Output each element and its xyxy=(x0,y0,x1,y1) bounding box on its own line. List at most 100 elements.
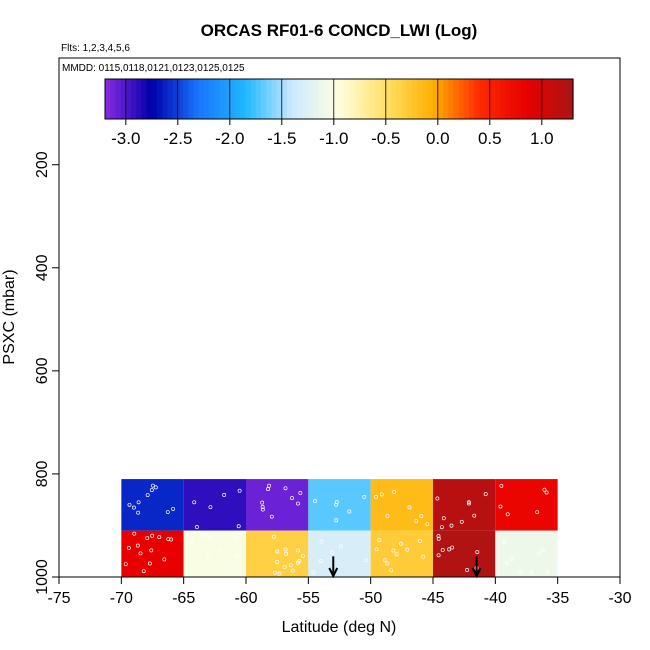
sample-marker xyxy=(535,510,540,515)
x-tick-label: -40 xyxy=(484,590,507,607)
sample-marker xyxy=(205,534,210,539)
sample-marker xyxy=(374,547,379,552)
sample-marker xyxy=(421,554,426,559)
sample-marker xyxy=(275,560,279,564)
sample-marker xyxy=(414,519,419,524)
sample-marker xyxy=(271,534,276,539)
sample-marker xyxy=(435,496,440,501)
sample-marker xyxy=(419,514,424,519)
sample-marker xyxy=(149,548,154,553)
colorbar-segment xyxy=(224,79,231,119)
sample-marker xyxy=(502,540,506,545)
colorbar-segment xyxy=(411,79,418,119)
sample-marker xyxy=(389,568,394,573)
cells-layer xyxy=(121,479,558,577)
sample-marker xyxy=(290,568,295,573)
sample-marker xyxy=(499,483,504,488)
colorbar-segment xyxy=(125,79,132,119)
colorbar-segment xyxy=(313,79,319,119)
colorbar-segment xyxy=(162,79,168,119)
sample-marker xyxy=(150,533,155,538)
colorbar-segment xyxy=(281,79,288,119)
colorbar-segment xyxy=(495,79,501,119)
sample-marker xyxy=(296,548,301,553)
colorbar-segment xyxy=(432,79,439,119)
sample-marker xyxy=(194,525,199,529)
heatmap-cell xyxy=(495,530,558,577)
sample-marker xyxy=(295,560,300,565)
colorbar-tick-label: -2.0 xyxy=(215,129,244,148)
heatmap-cell xyxy=(433,530,496,577)
colorbar-segment xyxy=(401,79,408,119)
sample-marker xyxy=(537,551,542,556)
heatmap-cell xyxy=(308,479,371,531)
colorbar-segment xyxy=(474,79,480,119)
colorbar-segment xyxy=(489,79,496,119)
colorbar-tick-label: -3.0 xyxy=(111,129,140,148)
colorbar-segment xyxy=(167,79,174,119)
colorbar-segment xyxy=(505,79,512,119)
sample-marker xyxy=(145,493,150,497)
sample-marker xyxy=(171,506,176,511)
colorbar-segment xyxy=(110,79,116,119)
colorbar-segment xyxy=(510,79,517,119)
colorbar-segment xyxy=(271,79,278,119)
colorbar-segment xyxy=(209,79,215,119)
colorbar-segment xyxy=(469,79,475,119)
x-tick-label: -65 xyxy=(172,590,195,607)
sample-marker xyxy=(379,492,384,497)
heatmap-cell xyxy=(121,479,184,531)
colorbar-segment xyxy=(266,79,272,119)
colorbar-segment xyxy=(203,79,210,119)
sample-marker xyxy=(483,492,488,497)
sample-marker xyxy=(298,490,303,495)
x-tick-label: -35 xyxy=(546,590,569,607)
colorbar-segment xyxy=(354,79,361,119)
colorbar-segment xyxy=(172,79,179,119)
colorbar-segment xyxy=(406,79,413,119)
chart-title: ORCAS RF01-6 CONCD_LWI (Log) xyxy=(201,21,478,40)
sample-marker xyxy=(439,525,444,530)
sample-marker xyxy=(465,568,470,572)
sample-marker xyxy=(347,509,352,514)
sample-marker xyxy=(283,486,288,491)
heatmap-cell xyxy=(183,479,246,531)
sample-marker xyxy=(237,488,242,493)
colorbar-segment xyxy=(235,79,241,119)
sample-marker xyxy=(385,513,390,518)
sample-marker xyxy=(126,546,131,550)
sample-marker xyxy=(498,504,503,509)
colorbar-tick-label: -1.5 xyxy=(267,129,296,148)
sample-marker xyxy=(123,562,128,567)
sample-marker xyxy=(466,501,471,506)
colorbar-segment xyxy=(297,79,304,119)
colorbar-segment xyxy=(115,79,122,119)
colorbar: -3.0 -2.5 -2.0 -1.5 -1.0 -0.5 0.0 0.5 1.0 xyxy=(104,78,574,148)
sample-marker xyxy=(459,519,464,524)
colorbar-segment xyxy=(328,79,335,119)
colorbar-segment xyxy=(417,79,423,119)
sample-marker xyxy=(284,551,288,556)
sample-marker xyxy=(136,510,141,515)
heatmap-cell xyxy=(433,479,496,531)
sample-marker xyxy=(267,483,271,488)
sample-marker xyxy=(222,492,227,497)
colorbar-frame xyxy=(104,78,574,120)
sample-marker xyxy=(162,557,167,562)
sample-marker xyxy=(466,500,471,505)
heatmap-cell xyxy=(121,530,184,577)
x-tick-label: -45 xyxy=(421,590,444,607)
sample-marker xyxy=(266,487,270,492)
colorbar-segment xyxy=(515,79,522,119)
colorbar-segment xyxy=(229,79,236,119)
colorbar-segment xyxy=(339,79,345,119)
heatmap-cell xyxy=(370,479,433,531)
colorbar-segment xyxy=(541,79,548,119)
colorbar-segment xyxy=(318,79,324,119)
colorbar-segment xyxy=(437,79,444,119)
colorbar-segment xyxy=(323,79,330,119)
colorbar-segment xyxy=(255,79,262,119)
colorbar-segment xyxy=(484,79,491,119)
sample-marker xyxy=(166,537,171,542)
